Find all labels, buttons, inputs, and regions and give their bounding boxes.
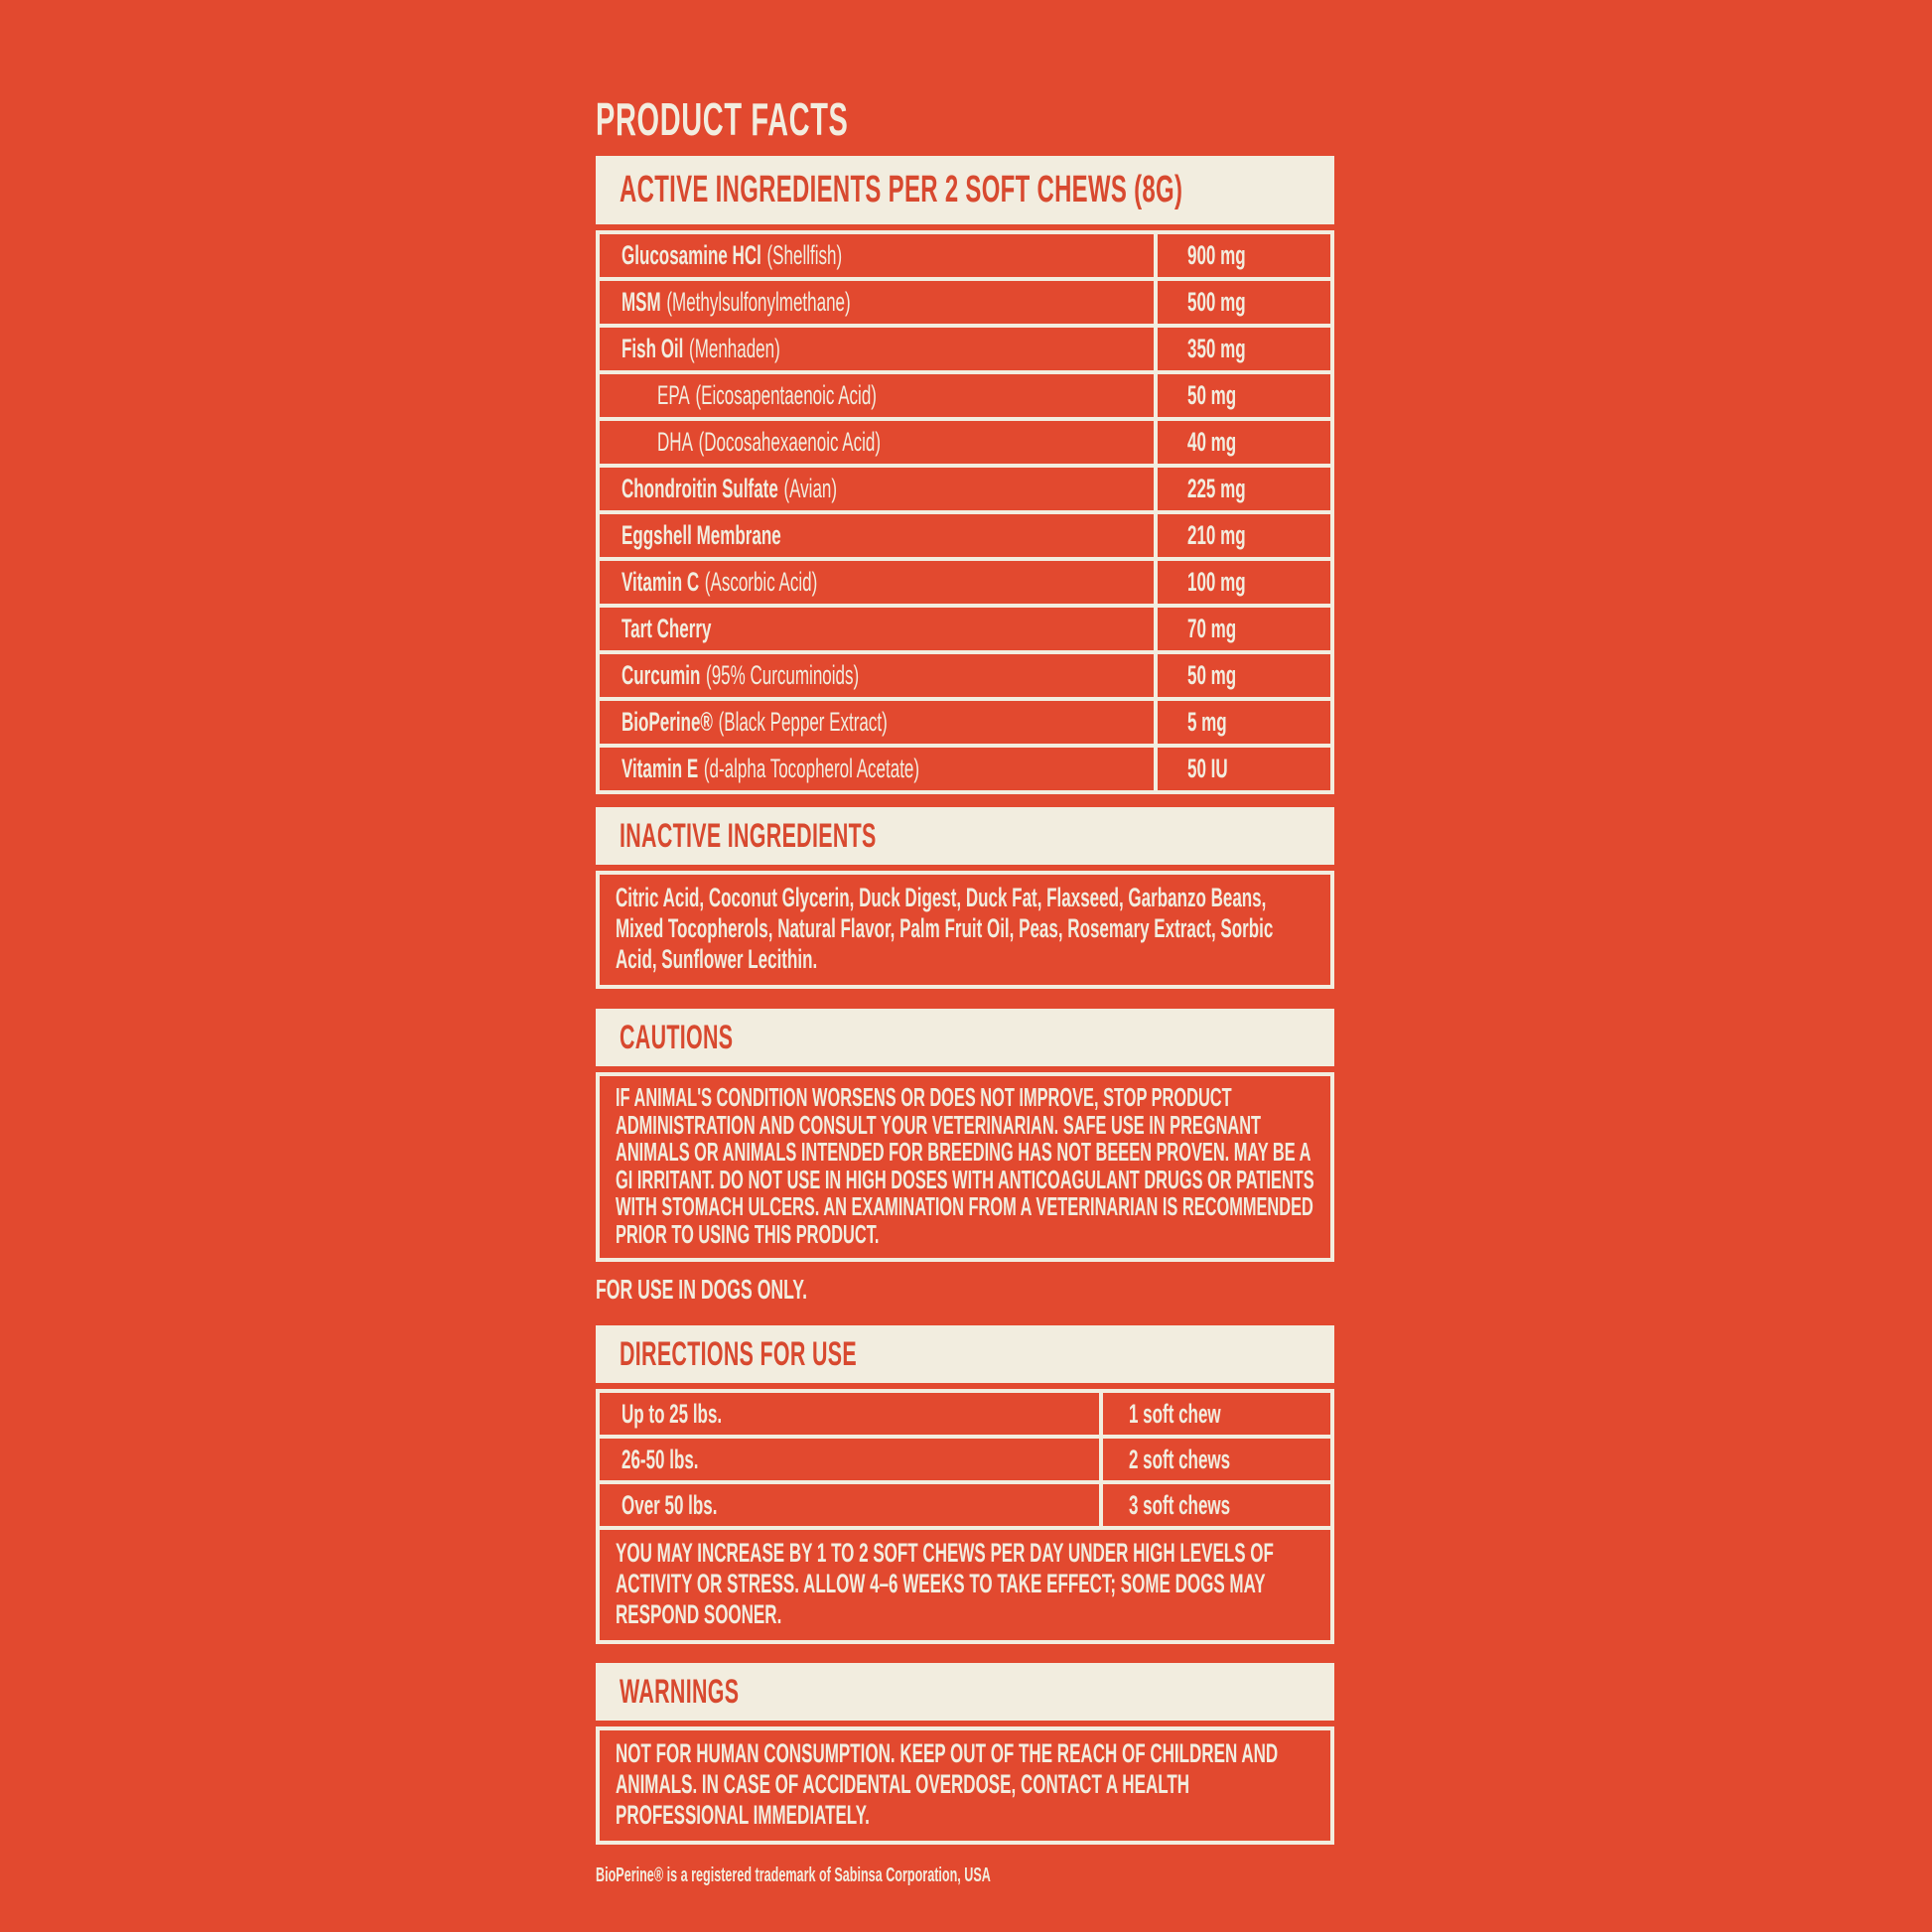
ingredient-name: MSM (Methylsulfonylmethane) (600, 281, 1158, 324)
ingredient-name: Glucosamine HCl (Shellfish) (600, 234, 1158, 277)
ingredient-name: Fish Oil (Menhaden) (600, 328, 1158, 370)
cautions-text-box: IF ANIMAL'S CONDITION WORSENS OR DOES NO… (596, 1072, 1334, 1262)
directions-row: Up to 25 lbs. 1 soft chew (600, 1393, 1330, 1435)
ingredient-name: Tart Cherry (600, 608, 1158, 650)
active-ingredients-table: Glucosamine HCl (Shellfish) 900 mg MSM (Me… (596, 230, 1334, 794)
cautions-header-label: CAUTIONS (620, 1018, 734, 1056)
cautions-header: CAUTIONS (596, 1009, 1334, 1066)
ingredient-amount: 210 mg (1187, 520, 1246, 550)
directions-note-text: YOU MAY INCREASE BY 1 TO 2 SOFT CHEWS PE… (616, 1538, 1274, 1629)
directions-section: DIRECTIONS FOR USE Up to 25 lbs. 1 soft … (596, 1325, 1334, 1644)
weight-range: Up to 25 lbs. (600, 1393, 1103, 1435)
directions-header: DIRECTIONS FOR USE (596, 1325, 1334, 1383)
ingredient-amount: 100 mg (1187, 567, 1246, 597)
ingredient-row: Glucosamine HCl (Shellfish) 900 mg (600, 234, 1330, 277)
directions-row: Over 50 lbs. 3 soft chews (600, 1484, 1330, 1526)
ingredient-name: Eggshell Membrane (600, 514, 1158, 557)
weight-range: Over 50 lbs. (600, 1484, 1103, 1526)
inactive-ingredients-text: Citric Acid, Coconut Glycerin, Duck Dige… (616, 883, 1274, 974)
directions-note-box: YOU MAY INCREASE BY 1 TO 2 SOFT CHEWS PE… (600, 1530, 1330, 1640)
ingredient-name: Vitamin C (Ascorbic Acid) (600, 561, 1158, 604)
active-ingredients-header-label: ACTIVE INGREDIENTS PER 2 SOFT CHEWS (8G) (620, 169, 1183, 210)
for-use-in-dogs-only-note: FOR USE IN DOGS ONLY. (596, 1274, 808, 1305)
warnings-header: WARNINGS (596, 1663, 1334, 1721)
dose-amount: 3 soft chews (1129, 1489, 1231, 1520)
warnings-header-label: WARNINGS (620, 1672, 740, 1711)
directions-row: 26-50 lbs. 2 soft chews (600, 1439, 1330, 1480)
ingredient-name: BioPerine® (Black Pepper Extract) (600, 701, 1158, 744)
ingredient-amount: 50 mg (1187, 380, 1237, 410)
ingredient-amount: 500 mg (1187, 287, 1246, 317)
cautions-text: IF ANIMAL'S CONDITION WORSENS OR DOES NO… (616, 1082, 1314, 1249)
ingredient-name: EPA (Eicosapentaenoic Acid) (600, 374, 1158, 417)
directions-table: Up to 25 lbs. 1 soft chew 26-50 lbs. 2 s… (596, 1389, 1334, 1644)
trademark-footnote: BioPerine® is a registered trademark of … (596, 1864, 991, 1886)
ingredient-amount: 350 mg (1187, 334, 1246, 363)
ingredient-amount: 225 mg (1187, 474, 1246, 503)
ingredient-row: MSM (Methylsulfonylmethane) 500 mg (600, 281, 1330, 324)
warnings-text: NOT FOR HUMAN CONSUMPTION. KEEP OUT OF T… (616, 1738, 1279, 1830)
cautions-section: CAUTIONS IF ANIMAL'S CONDITION WORSENS O… (596, 1009, 1334, 1262)
ingredient-row: Vitamin E (d-alpha Tocopherol Acetate) 50… (600, 748, 1330, 790)
ingredient-amount: 900 mg (1187, 240, 1246, 270)
dose-amount: 2 soft chews (1129, 1444, 1231, 1474)
ingredient-amount: 70 mg (1187, 614, 1237, 643)
active-ingredients-section: ACTIVE INGREDIENTS PER 2 SOFT CHEWS (8G)… (596, 156, 1334, 794)
directions-header-label: DIRECTIONS FOR USE (620, 1334, 857, 1373)
ingredient-amount: 40 mg (1187, 427, 1237, 457)
page-title: PRODUCT FACTS (596, 93, 849, 145)
ingredient-row: BioPerine® (Black Pepper Extract) 5 mg (600, 701, 1330, 744)
ingredient-row: Fish Oil (Menhaden) 350 mg (600, 328, 1330, 370)
ingredient-row: EPA (Eicosapentaenoic Acid) 50 mg (600, 374, 1330, 417)
ingredient-row: DHA (Docosahexaenoic Acid) 40 mg (600, 421, 1330, 464)
inactive-ingredients-header: INACTIVE INGREDIENTS (596, 807, 1334, 865)
ingredient-name: DHA (Docosahexaenoic Acid) (600, 421, 1158, 464)
warnings-section: WARNINGS NOT FOR HUMAN CONSUMPTION. KEEP… (596, 1663, 1334, 1845)
ingredient-name: Vitamin E (d-alpha Tocopherol Acetate) (600, 748, 1158, 790)
ingredient-amount: 50 IU (1187, 754, 1228, 783)
ingredient-row: Curcumin (95% Curcuminoids) 50 mg (600, 654, 1330, 697)
ingredient-name: Chondroitin Sulfate (Avian) (600, 468, 1158, 510)
active-ingredients-header: ACTIVE INGREDIENTS PER 2 SOFT CHEWS (8G) (596, 156, 1334, 224)
ingredient-row: Eggshell Membrane 210 mg (600, 514, 1330, 557)
ingredient-row: Tart Cherry 70 mg (600, 608, 1330, 650)
dose-amount: 1 soft chew (1129, 1398, 1221, 1429)
inactive-ingredients-section: INACTIVE INGREDIENTS Citric Acid, Coconu… (596, 807, 1334, 989)
warnings-text-box: NOT FOR HUMAN CONSUMPTION. KEEP OUT OF T… (596, 1726, 1334, 1845)
ingredient-row: Vitamin C (Ascorbic Acid) 100 mg (600, 561, 1330, 604)
ingredient-amount: 50 mg (1187, 660, 1237, 690)
weight-range: 26-50 lbs. (600, 1439, 1103, 1480)
product-facts-label: PRODUCT FACTS ACTIVE INGREDIENTS PER 2 S… (596, 94, 1334, 1887)
ingredient-row: Chondroitin Sulfate (Avian) 225 mg (600, 468, 1330, 510)
inactive-ingredients-header-label: INACTIVE INGREDIENTS (620, 816, 877, 855)
ingredient-name: Curcumin (95% Curcuminoids) (600, 654, 1158, 697)
inactive-ingredients-text-box: Citric Acid, Coconut Glycerin, Duck Dige… (596, 871, 1334, 989)
ingredient-amount: 5 mg (1187, 707, 1227, 737)
